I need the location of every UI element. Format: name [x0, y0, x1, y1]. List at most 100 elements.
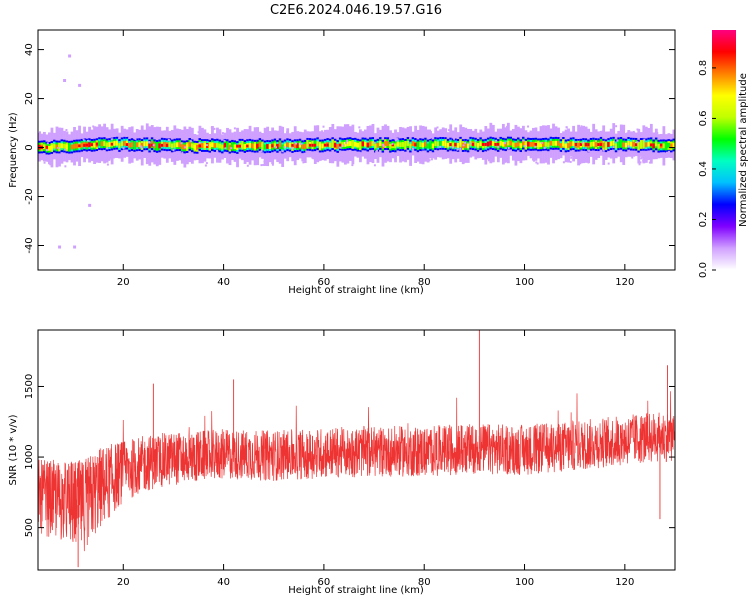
heatmap-speck — [582, 153, 585, 156]
snr-x-label: Height of straight line (km) — [288, 585, 424, 596]
heatmap-speck — [661, 134, 664, 137]
heatmap-cell — [431, 143, 435, 149]
heatmap-cell — [226, 143, 229, 149]
heatmap-speck — [640, 135, 643, 138]
heatmap-speck — [523, 145, 526, 148]
heatmap-speck — [645, 150, 648, 153]
heatmap-cell — [662, 143, 666, 149]
heatmap-cell — [642, 141, 646, 147]
heatmap-speck — [378, 151, 381, 154]
heatmap-speck — [399, 135, 402, 138]
heatmap-cell — [416, 143, 420, 149]
colorbar-ticks: 0.0 0.2 0.4 0.6 0.8 — [698, 60, 716, 278]
heatmap-speck — [517, 156, 520, 159]
snr-series-line — [38, 391, 675, 552]
heatmap-speck — [48, 138, 51, 141]
heatmap-speck — [106, 147, 109, 150]
y-tick-label: 20 — [24, 92, 35, 105]
heatmap-speck — [459, 130, 462, 133]
heatmap-cell — [664, 143, 668, 149]
heatmap-cell — [241, 142, 244, 148]
heatmap-cell — [70, 144, 74, 150]
heatmap-cell — [63, 143, 66, 149]
heatmap-speck — [238, 134, 241, 137]
heatmap-cell — [331, 141, 335, 147]
heatmap-speck — [382, 145, 385, 148]
heatmap-hotspot — [484, 143, 490, 146]
heatmap-speck — [522, 139, 525, 142]
heatmap-speck — [486, 153, 489, 156]
heatmap-speck — [112, 156, 115, 159]
heatmap-speck — [497, 145, 500, 148]
heatmap-speck — [320, 154, 323, 157]
colorbar-tick-label: 0.4 — [698, 161, 709, 177]
heatmap-cell — [654, 141, 658, 147]
heatmap-cell — [266, 143, 270, 149]
heatmap-cell — [283, 143, 287, 149]
heatmap-cell — [296, 143, 300, 149]
heatmap-cell — [268, 144, 272, 150]
y-tick-label: 0 — [24, 144, 35, 150]
heatmap-speck — [339, 146, 342, 149]
heatmap-speck — [108, 158, 111, 161]
heatmap-speck — [184, 146, 187, 149]
heatmap-cell — [103, 141, 107, 146]
heatmap-cell — [544, 141, 548, 147]
heatmap-speck — [49, 163, 52, 166]
heatmap-speck — [602, 149, 605, 152]
heatmap-cell — [170, 143, 174, 149]
heatmap-speck — [495, 140, 498, 143]
x-tick-label: 80 — [418, 277, 431, 288]
heatmap-cell — [389, 143, 392, 149]
heatmap-speck — [533, 159, 536, 162]
heatmap-cell — [451, 142, 455, 148]
heatmap-speck — [436, 126, 439, 129]
heatmap-speck — [642, 159, 645, 162]
heatmap-cell — [594, 142, 598, 148]
heatmap-speck — [580, 125, 583, 128]
heatmap-cell — [261, 143, 265, 149]
heatmap-speck — [256, 129, 259, 132]
heatmap-cell — [614, 143, 618, 149]
heatmap-cell — [293, 143, 297, 149]
heatmap-speck — [527, 125, 530, 128]
heatmap-cell — [251, 143, 254, 149]
heatmap-speck — [198, 141, 201, 144]
heatmap-speck — [175, 130, 178, 133]
heatmap-cell — [506, 140, 510, 146]
heatmap-speck — [375, 150, 378, 153]
heatmap-speck — [456, 148, 459, 151]
x-tick-label: 20 — [117, 277, 130, 288]
heatmap-cell — [364, 141, 367, 147]
heatmap-cell — [218, 143, 222, 149]
heatmap-cell — [669, 143, 673, 149]
heatmap-cell — [607, 142, 611, 147]
heatmap-cell — [504, 142, 508, 148]
heatmap-speck — [529, 131, 532, 134]
heatmap-speck — [46, 142, 49, 145]
heatmap-speck — [357, 151, 360, 154]
heatmap-cell — [130, 142, 134, 148]
heatmap-speck — [656, 131, 659, 134]
heatmap-speck — [247, 132, 250, 135]
heatmap-speck — [221, 138, 224, 141]
heatmap-cell — [306, 141, 310, 147]
heatmap-speck — [464, 141, 467, 144]
x-tick-label: 60 — [318, 577, 331, 588]
heatmap-cell — [379, 141, 382, 146]
heatmap-cell — [657, 143, 661, 149]
heatmap-cell — [286, 142, 290, 148]
heatmap-speck — [223, 154, 226, 157]
heatmap-cell — [464, 142, 468, 148]
heatmap-cell — [68, 144, 71, 150]
colorbar-tick-label: 0.2 — [698, 212, 709, 228]
heatmap-cell — [138, 142, 142, 148]
heatmap-cell — [491, 141, 495, 147]
y-tick-label: -40 — [24, 237, 35, 253]
heatmap-speck — [612, 146, 615, 149]
heatmap-speck — [487, 159, 490, 162]
heatmap-speck — [152, 144, 155, 147]
heatmap-speck — [65, 129, 68, 132]
heatmap-outlier — [78, 83, 82, 87]
heatmap-cell — [409, 143, 412, 149]
